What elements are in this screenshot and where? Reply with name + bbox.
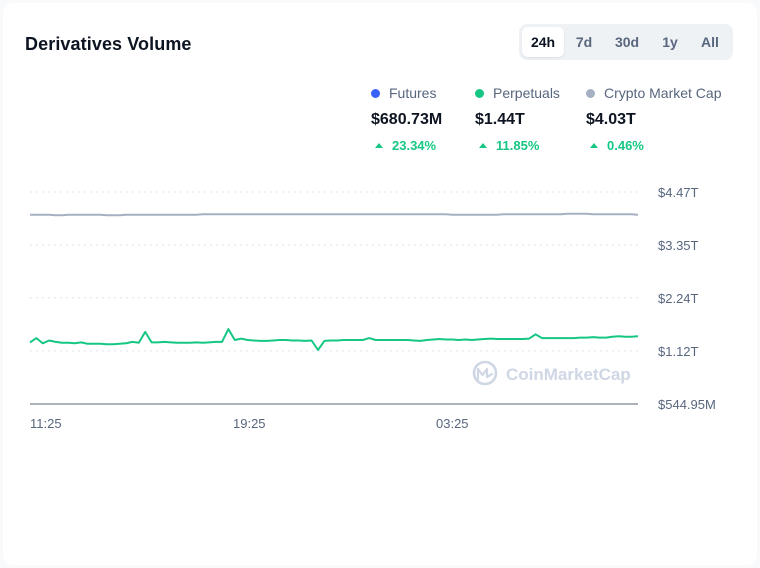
legend-crypto-market-cap[interactable]: Crypto Market Cap $4.03T 0.46% — [586, 84, 721, 153]
market-cap-color-dot — [586, 88, 595, 98]
x-tick-label: 11:25 — [30, 416, 62, 431]
legend-perpetuals-label: Perpetuals — [493, 85, 560, 101]
card-title: Derivatives Volume — [25, 34, 192, 54]
market-cap-change-text: 0.46% — [607, 138, 644, 153]
market-cap-value: $4.03T — [586, 111, 636, 128]
perpetuals-value: $1.44T — [475, 111, 525, 128]
x-tick-label: 03:25 — [436, 416, 469, 431]
derivatives-volume-card — [3, 3, 757, 565]
series-line-perpetuals — [29, 328, 639, 351]
x-axis-labels: 11:25 19:25 03:25 — [30, 416, 469, 431]
perpetuals-color-dot — [475, 88, 484, 98]
range-30d-button[interactable]: 30d — [614, 34, 640, 50]
coinmarketcap-watermark: CoinMarketCap — [472, 360, 631, 386]
watermark-text: CoinMarketCap — [506, 365, 631, 384]
caret-up-icon — [590, 143, 598, 148]
legend-market-cap-label: Crypto Market Cap — [604, 85, 722, 101]
range-all-button[interactable]: All — [701, 34, 719, 50]
x-tick-label: 19:25 — [233, 416, 266, 431]
caret-up-icon — [375, 143, 383, 148]
perpetuals-change-text: 11.85% — [496, 138, 540, 153]
legend-futures[interactable]: Futures $680.73M 23.34% — [371, 84, 442, 153]
market-cap-change: 0.46% — [586, 138, 721, 153]
futures-value: $680.73M — [371, 111, 443, 128]
coinmarketcap-logo-icon — [472, 360, 498, 386]
chart-series — [29, 212, 639, 351]
y-tick-label: $1.12T — [658, 344, 699, 359]
y-tick-label: $4.47T — [658, 185, 699, 200]
legend-futures-label: Futures — [389, 85, 437, 101]
y-axis-labels: $4.47T $3.35T $2.24T $1.12T $544.95M — [658, 185, 716, 412]
y-tick-label: $544.95M — [658, 397, 716, 412]
futures-color-dot — [371, 88, 380, 98]
time-range-selector: 24h 7d 30d 1y All — [519, 24, 733, 60]
y-tick-label: $2.24T — [658, 291, 699, 306]
y-tick-label: $3.35T — [658, 238, 699, 253]
futures-change: 23.34% — [371, 138, 442, 153]
range-7d-button[interactable]: 7d — [575, 34, 593, 50]
perpetuals-change: 11.85% — [475, 138, 560, 153]
series-line-crypto-market-cap — [30, 212, 639, 217]
range-24h-button[interactable]: 24h — [522, 27, 564, 57]
futures-change-text: 23.34% — [392, 138, 437, 153]
legend-perpetuals[interactable]: Perpetuals $1.44T 11.85% — [475, 84, 560, 153]
caret-up-icon — [479, 143, 487, 148]
range-1y-button[interactable]: 1y — [662, 34, 678, 50]
